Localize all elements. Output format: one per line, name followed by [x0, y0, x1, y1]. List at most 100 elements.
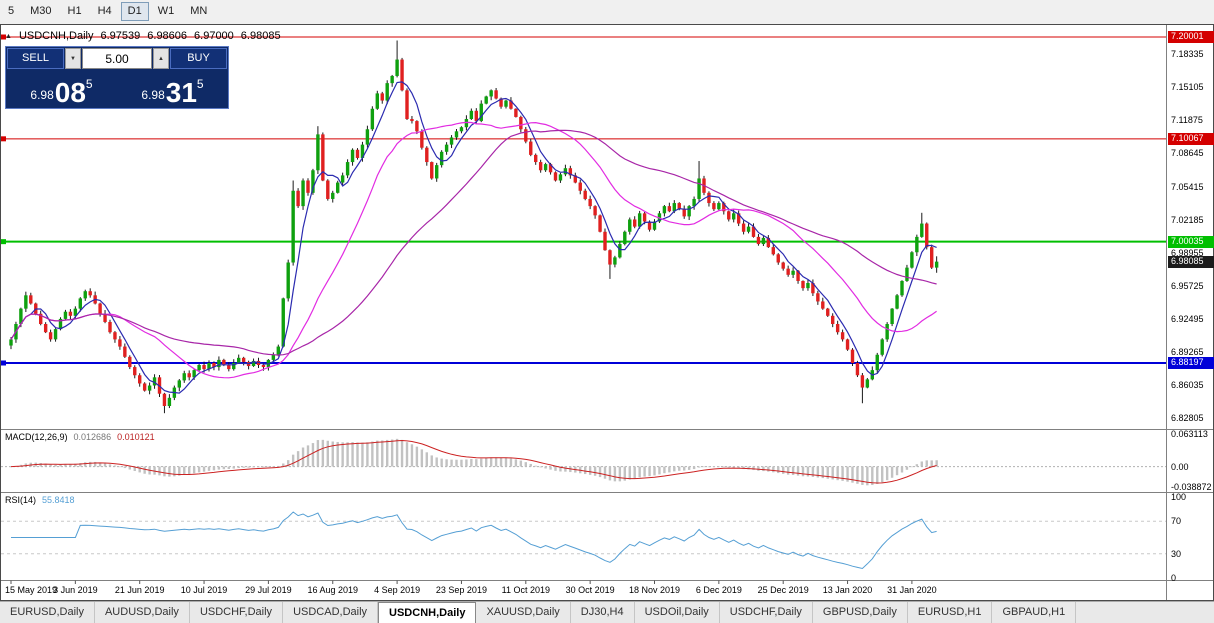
chart-tab-audusd-daily[interactable]: AUDUSD,Daily: [95, 602, 190, 623]
rsi-scale-label: 100: [1171, 492, 1187, 502]
chart-tab-usdoil-daily[interactable]: USDOil,Daily: [635, 602, 720, 623]
hline-price-tag: 7.20001: [1168, 31, 1214, 43]
symbol-period-label: USDCNH,Daily: [18, 30, 94, 42]
y-axis-label: 7.02185: [1171, 214, 1204, 225]
chart-tab-dj30-h4[interactable]: DJ30,H4: [571, 602, 635, 623]
close-value: 6.98085: [240, 30, 281, 42]
trade-panel-controls: SELL ▼ ▲ BUY: [7, 48, 227, 69]
open-value: 6.97539: [100, 30, 141, 42]
rsi-scale-label: 30: [1171, 548, 1182, 559]
candlestick-series: [9, 40, 939, 414]
ask-price[interactable]: 6.98 31 5: [118, 70, 227, 107]
hline-price-tag: 7.10067: [1168, 132, 1214, 145]
timeframe-h4[interactable]: H4: [91, 2, 119, 20]
chevron-up-icon: ▲: [158, 55, 164, 62]
chart-window: ▲ USDCNH,Daily 6.97539 6.98606 6.97000 6…: [0, 24, 1214, 601]
trade-panel-prices: 6.98 08 5 6.98 31 5: [7, 70, 227, 107]
y-axis-label: 6.92495: [1171, 313, 1204, 324]
x-axis-label: 13 Jan 2020: [822, 585, 873, 595]
bid-pipette: 5: [85, 77, 93, 91]
y-axis-label: 6.82805: [1171, 413, 1204, 424]
y-axis-label: 6.89265: [1171, 347, 1204, 358]
macd-indicator-label: MACD(12,26,9) 0.012686 0.010121: [5, 432, 155, 442]
high-value: 6.98606: [147, 30, 188, 42]
macd-scale-label: 0.00: [1171, 461, 1189, 472]
y-axis-label: 7.08645: [1171, 148, 1204, 159]
chart-tab-gbpaud-h1[interactable]: GBPAUD,H1: [992, 602, 1077, 623]
y-axis-label: 7.15105: [1171, 82, 1204, 93]
volume-decrease-button[interactable]: ▼: [65, 48, 81, 69]
bid-price[interactable]: 6.98 08 5: [7, 70, 116, 107]
x-axis-label: 18 Nov 2019: [628, 585, 681, 595]
y-axis-label: 6.86035: [1171, 380, 1204, 391]
macd-pane-series: [1, 438, 1166, 486]
rsi-indicator-label: RSI(14) 55.8418: [5, 495, 75, 505]
chevron-down-icon: ▼: [70, 55, 76, 62]
rsi-scale-label: 70: [1171, 516, 1182, 527]
sell-button[interactable]: SELL: [7, 48, 64, 69]
ohlc-info-line: ▲ USDCNH,Daily 6.97539 6.98606 6.97000 6…: [5, 30, 281, 42]
y-axis-label: 6.98955: [1171, 247, 1204, 258]
x-axis-label: 4 Sep 2019: [374, 585, 421, 595]
x-axis-label: 30 Oct 2019: [565, 585, 615, 595]
timeframe-w1[interactable]: W1: [151, 2, 182, 20]
y-axis-label: 7.18335: [1171, 49, 1204, 60]
timeframe-mn[interactable]: MN: [183, 2, 214, 20]
ask-pipette: 5: [196, 77, 204, 91]
chart-shift-icon: ▲: [5, 32, 12, 40]
chart-tab-usdchf-daily[interactable]: USDCHF,Daily: [720, 602, 813, 623]
volume-increase-button[interactable]: ▲: [153, 48, 169, 69]
x-axis-label: 16 Aug 2019: [307, 585, 359, 595]
y-axis-label: 7.11875: [1171, 115, 1203, 126]
volume-input[interactable]: [82, 48, 152, 69]
buy-button[interactable]: BUY: [170, 48, 227, 69]
timeframe-d1[interactable]: D1: [120, 2, 149, 21]
hline-price-tag: 6.88197: [1168, 356, 1214, 369]
chart-tab-eurusd-daily[interactable]: EURUSD,Daily: [0, 602, 95, 623]
ask-prefix: 6.98: [141, 88, 165, 102]
ask-big-digits: 31: [165, 77, 197, 109]
chart-tab-usdchf-daily[interactable]: USDCHF,Daily: [190, 602, 284, 623]
timeframe-m30[interactable]: M30: [23, 2, 58, 20]
x-axis-label: 6 Dec 2019: [695, 585, 742, 595]
chart-tab-usdcad-daily[interactable]: USDCAD,Daily: [283, 602, 379, 623]
horizontal-lines[interactable]: [1, 34, 1166, 366]
low-value: 6.97000: [194, 30, 234, 42]
rsi-scale-label: 0: [1171, 573, 1177, 583]
macd-scale-label: 0.063113: [1171, 428, 1208, 439]
x-axis-label: 23 Sep 2019: [435, 585, 487, 595]
timeframe-5[interactable]: 5: [1, 2, 21, 20]
pane-separators: [1, 25, 1213, 600]
rsi-value: 55.8418: [42, 495, 75, 505]
rsi-name: RSI(14): [5, 495, 37, 505]
macd-signal-value: 0.010121: [117, 432, 155, 442]
chart-tab-xauusd-daily[interactable]: XAUUSD,Daily: [476, 602, 571, 623]
bid-prefix: 6.98: [30, 88, 54, 102]
hline-price-tag: 7.00035: [1168, 235, 1214, 248]
x-axis-label: 21 Jun 2019: [114, 585, 165, 595]
bid-big-digits: 08: [54, 77, 86, 109]
x-axis-label: 11 Oct 2019: [501, 585, 550, 595]
chart-tab-usdcnh-daily[interactable]: USDCNH,Daily: [378, 602, 477, 623]
x-axis-label: 25 Dec 2019: [757, 585, 809, 595]
timeframe-toolbar: 5 M30 H1 H4 D1 W1 MN: [0, 0, 1214, 23]
macd-name: MACD(12,26,9): [5, 432, 68, 442]
x-axis-label: 15 May 2019: [4, 585, 58, 595]
x-axis-label: 31 Jan 2020: [887, 585, 937, 595]
timeframe-h1[interactable]: H1: [61, 2, 89, 20]
chart-tab-eurusd-h1[interactable]: EURUSD,H1: [908, 602, 993, 623]
current-price-tag: 6.98085: [1168, 255, 1214, 268]
y-axis-label: 7.05415: [1171, 181, 1204, 192]
moving-average-lines: [10, 81, 937, 394]
chart-tab-bar: EURUSD,Daily AUDUSD,Daily USDCHF,Daily USDC…: [0, 601, 1214, 623]
chart-tab-gbpusd-daily[interactable]: GBPUSD,Daily: [813, 602, 908, 623]
macd-scale-label: -0.038872: [1171, 481, 1212, 492]
x-axis-label: 10 Jul 2019: [180, 585, 228, 595]
macd-value: 0.012686: [73, 432, 112, 442]
y-axis-label: 6.95725: [1171, 280, 1204, 291]
x-axis-label: 3 Jun 2019: [53, 585, 98, 595]
price-chart-canvas[interactable]: [1, 25, 1213, 600]
x-axis-label: 29 Jul 2019: [245, 585, 292, 595]
